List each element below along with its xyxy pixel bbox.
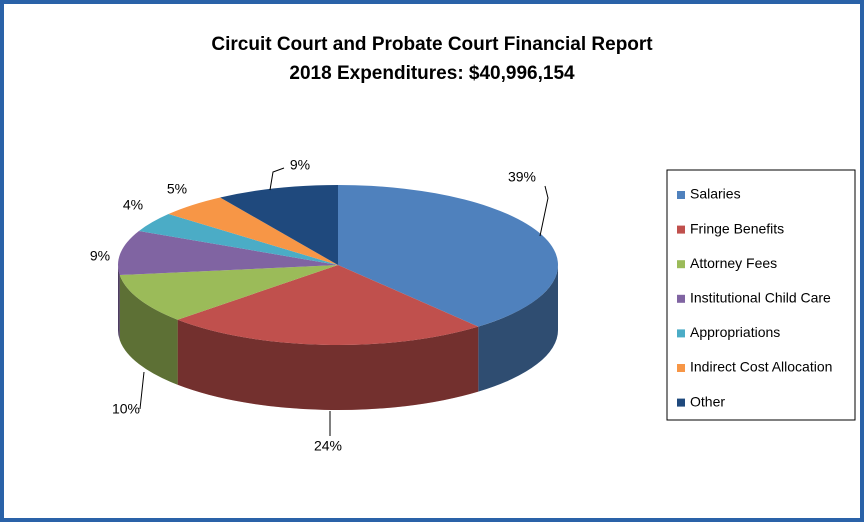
leader-line — [539, 185, 549, 237]
legend-swatch — [677, 329, 685, 338]
data-label: 39% — [508, 169, 536, 185]
data-label: 10% — [112, 401, 140, 417]
legend-swatch — [677, 398, 685, 407]
slice-side-shade — [177, 319, 479, 410]
slice-side — [478, 265, 558, 392]
data-label: 4% — [123, 197, 143, 213]
legend-label: Institutional Child Care — [690, 290, 831, 306]
legend-swatch — [677, 364, 685, 372]
slice — [117, 230, 338, 276]
slice — [168, 197, 338, 265]
data-label: 24% — [314, 438, 342, 454]
slice — [220, 185, 338, 265]
data-label: 5% — [167, 181, 187, 197]
data-label: 9% — [90, 248, 110, 264]
legend-swatch — [677, 294, 685, 303]
legend-label: Attorney Fees — [690, 255, 777, 271]
legend-box — [666, 169, 856, 421]
legend-label: Other — [690, 393, 725, 409]
legend-label: Fringe Benefits — [690, 220, 784, 236]
slice-side-shade — [118, 265, 120, 341]
slice-side — [177, 319, 479, 410]
slice — [138, 214, 338, 265]
slice-side — [119, 275, 178, 385]
data-label: 9% — [290, 157, 310, 173]
slice — [119, 265, 338, 320]
slice-side-shade — [478, 265, 558, 392]
leader-line — [269, 167, 285, 191]
legend-swatch — [677, 225, 685, 234]
legend-label: Indirect Cost Allocation — [690, 359, 832, 375]
chart-title: Circuit Court and Probate Court Financia… — [211, 34, 653, 55]
legend-swatch — [677, 260, 685, 269]
slice — [177, 265, 479, 345]
leader-line — [139, 371, 145, 410]
slice-side-shade — [119, 275, 178, 385]
slice-side — [118, 265, 120, 341]
legend-label: Appropriations — [690, 324, 780, 340]
legend-swatch — [677, 191, 685, 199]
chart-subtitle: 2018 Expenditures: $40,996,154 — [289, 63, 575, 84]
legend-label: Salaries — [690, 186, 741, 202]
slice — [338, 185, 558, 327]
